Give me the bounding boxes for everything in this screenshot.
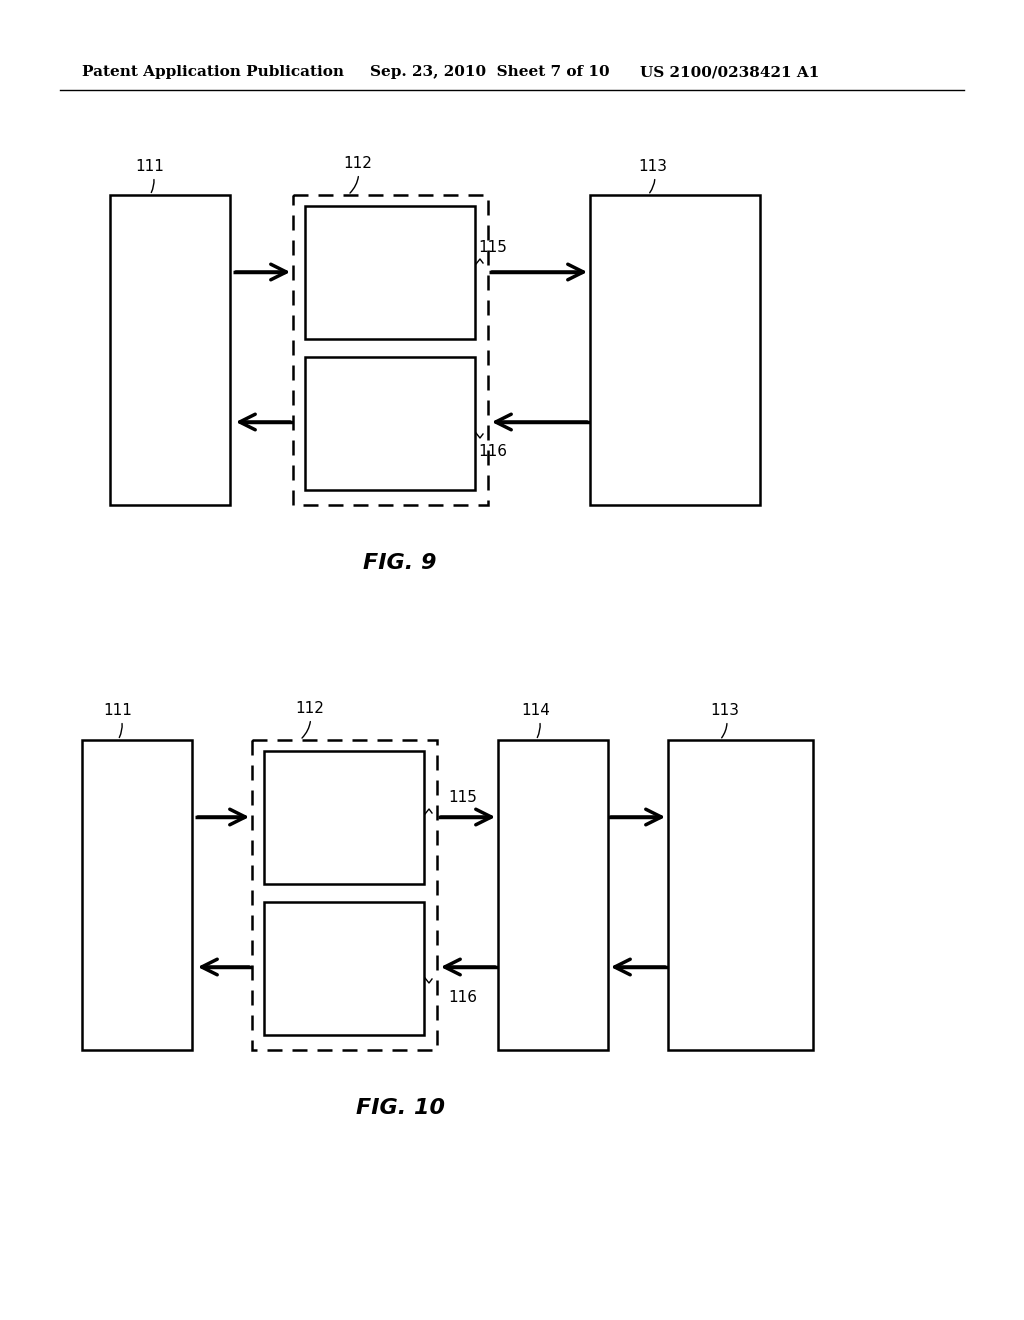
Text: 113: 113 [638, 158, 667, 193]
Text: 114: 114 [521, 704, 550, 738]
Text: 111: 111 [135, 158, 164, 193]
Bar [110, 195, 230, 506]
Bar [264, 751, 424, 884]
Bar [82, 741, 193, 1049]
Bar [264, 902, 424, 1035]
Text: FIG. 10: FIG. 10 [355, 1098, 444, 1118]
Text: 111: 111 [103, 704, 132, 738]
Bar [498, 741, 608, 1049]
Text: 112: 112 [343, 156, 372, 193]
Text: 116: 116 [449, 990, 477, 1006]
Text: US 2100/0238421 A1: US 2100/0238421 A1 [640, 65, 819, 79]
Text: Sep. 23, 2010  Sheet 7 of 10: Sep. 23, 2010 Sheet 7 of 10 [370, 65, 609, 79]
Text: 116: 116 [478, 445, 507, 459]
Text: 115: 115 [449, 789, 477, 804]
Bar [668, 741, 813, 1049]
Bar [305, 356, 475, 490]
Text: 112: 112 [295, 701, 324, 738]
Text: FIG. 9: FIG. 9 [364, 553, 437, 573]
Text: 113: 113 [710, 704, 739, 738]
Text: 115: 115 [478, 239, 507, 255]
Bar [293, 195, 488, 506]
Bar [252, 741, 437, 1049]
Bar [590, 195, 760, 506]
Text: Patent Application Publication: Patent Application Publication [82, 65, 344, 79]
Bar [305, 206, 475, 339]
